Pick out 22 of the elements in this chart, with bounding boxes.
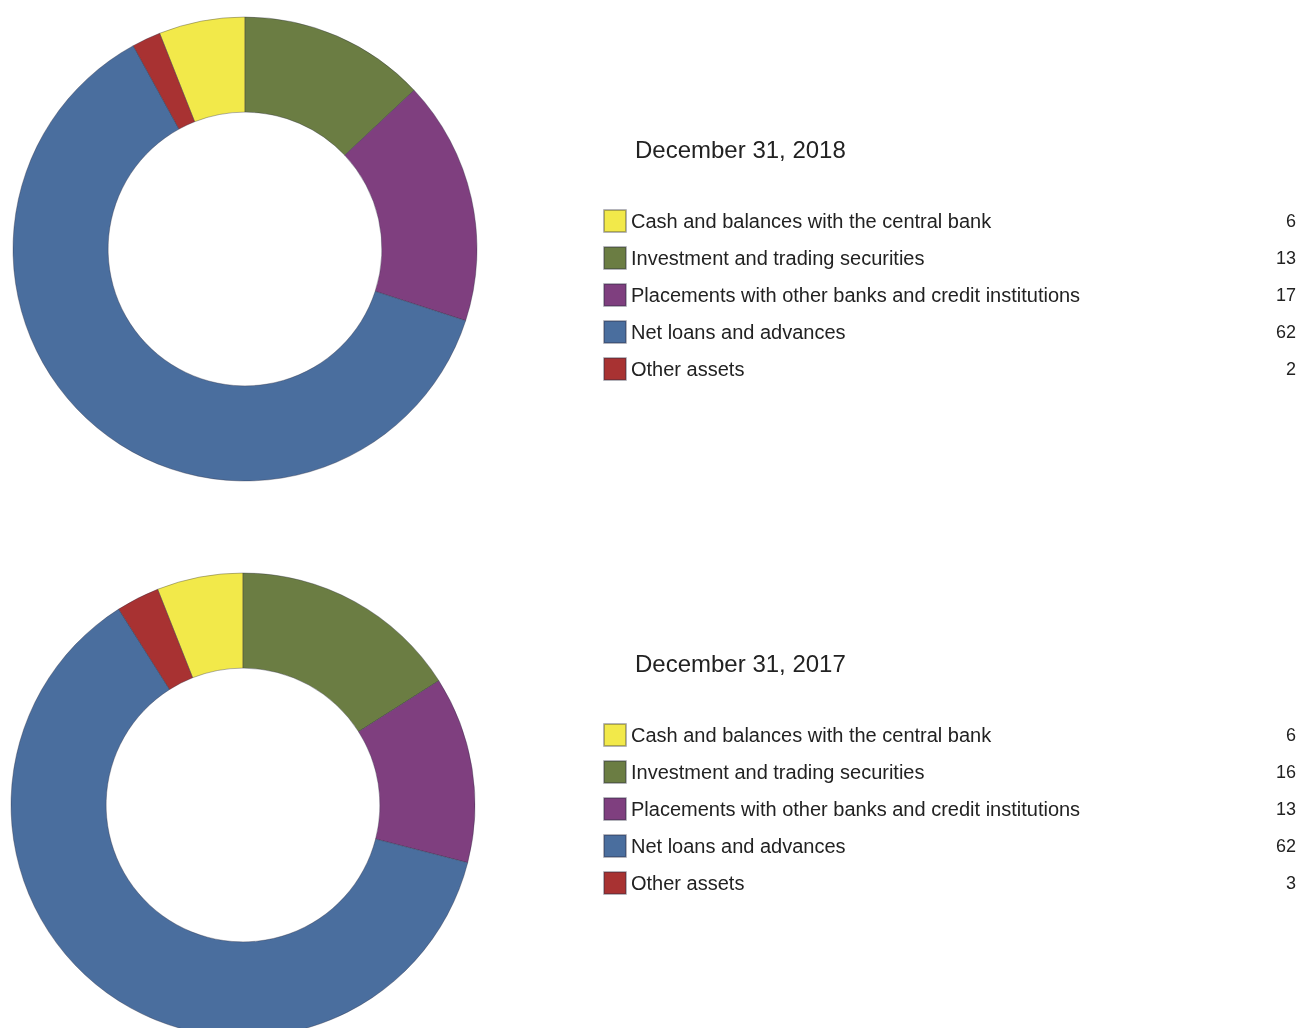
legend-label: Other assets [631,358,745,380]
legend-label: Placements with other banks and credit institutions [631,798,1081,820]
data-label: 17 [1275,285,1296,305]
legend-label: Net loans and advances [631,835,846,857]
data-label: 3 [1285,873,1296,893]
data-label: 62 [1275,322,1296,342]
data-label: 62 [1275,836,1296,856]
legend-label: Investment and trading securities [631,761,925,783]
legend-label: Investment and trading securities [631,247,925,269]
legend-label: Net loans and advances [631,321,846,343]
text: December 31, 2017 [635,649,846,677]
data-label: 6 [1285,725,1296,745]
text: December 31, 2018 [635,135,846,163]
data-label: 6 [1285,211,1296,231]
legend-label: Cash and balances with the central bank [631,724,993,746]
legend-label: Other assets [631,872,745,894]
data-label: 13 [1275,799,1296,819]
data-label: 2 [1285,359,1296,379]
legend-label: Cash and balances with the central bank [631,210,993,232]
data-label: 16 [1275,762,1296,782]
data-label: 13 [1275,248,1296,268]
legend-label: Placements with other banks and credit institutions [631,284,1081,306]
